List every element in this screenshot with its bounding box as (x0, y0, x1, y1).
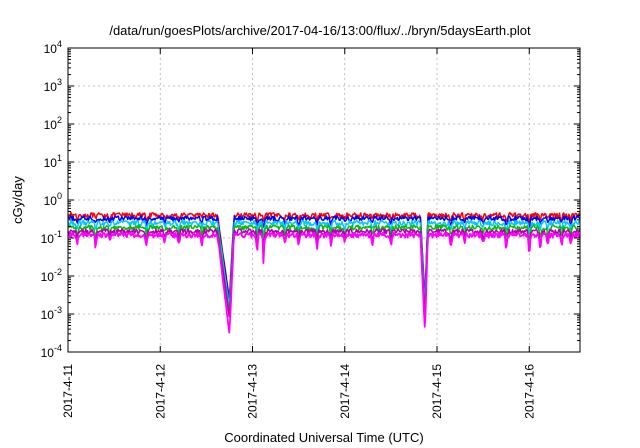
y-tick-label: 102 (44, 115, 62, 132)
x-axis-label: Coordinated Universal Time (UTC) (224, 430, 423, 445)
x-axis-ticks: 2017-4-11 2017-4-12 2017-4-13 2017-4-14 2017… (61, 48, 536, 419)
y-tick-label: 100 (44, 191, 62, 208)
x-tick-label: 2017-4-13 (246, 364, 260, 419)
series-lines (67, 212, 581, 334)
y-tick-label: 101 (44, 153, 62, 170)
x-tick-label: 2017-4-12 (153, 364, 167, 419)
series-line (67, 224, 581, 314)
x-tick-label: 2017-4-11 (61, 364, 75, 418)
series-line (67, 212, 581, 299)
y-axis-label: cGy/day (10, 176, 25, 224)
chart-title: /data/run/goesPlots/archive/2017-04-16/1… (109, 23, 531, 38)
x-tick-label: 2017-4-14 (338, 364, 352, 419)
y-tick-label: 10-3 (41, 305, 62, 322)
grid (68, 48, 580, 352)
y-tick-label: 104 (44, 39, 62, 56)
y-tick-label: 10-2 (41, 267, 62, 284)
series-line (67, 231, 581, 334)
series-line (67, 215, 581, 303)
y-tick-label: 103 (44, 77, 62, 94)
x-tick-label: 2017-4-16 (522, 364, 536, 419)
y-tick-label: 10-1 (41, 229, 62, 246)
y-axis-ticks: 10-4 10-3 10-2 10-1 100 101 102 103 104 (41, 39, 580, 360)
x-tick-label: 2017-4-15 (430, 364, 444, 419)
y-tick-label: 10-4 (41, 343, 62, 360)
